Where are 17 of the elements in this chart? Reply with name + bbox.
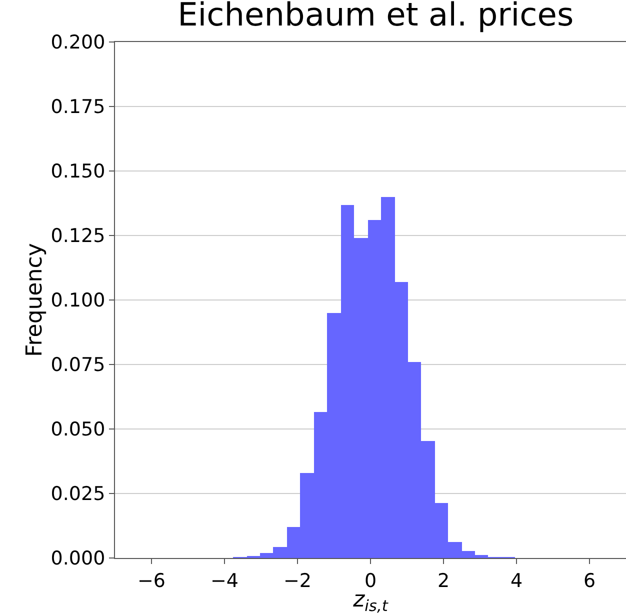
y-tick-label: 0.200: [50, 32, 106, 54]
y-tick-label: 0.075: [50, 354, 106, 376]
x-tick-label: −6: [137, 570, 166, 592]
y-tick-label: 0.100: [50, 290, 106, 312]
y-tick-label: 0.125: [50, 225, 106, 248]
x-tick-label: 2: [437, 570, 450, 592]
y-tick-label: 0.000: [50, 548, 106, 570]
y-tick-label: 0.175: [50, 96, 106, 118]
chart-title: Eichenbaum et al. prices: [178, 0, 574, 34]
y-tick-label: 0.050: [50, 418, 106, 441]
x-tick-label: −4: [210, 570, 239, 592]
x-tick-label: −2: [283, 570, 312, 592]
y-tick-label: 0.025: [50, 483, 106, 506]
x-tick-label: 4: [510, 570, 523, 592]
y-axis-title: Frequency: [22, 243, 48, 357]
x-tick-label: 6: [583, 570, 596, 592]
y-tick-label: 0.150: [50, 160, 106, 183]
